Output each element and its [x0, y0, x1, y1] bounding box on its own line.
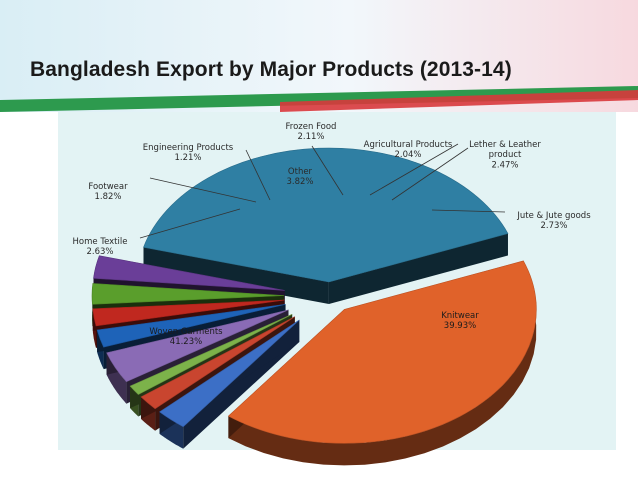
slice-wall — [97, 304, 286, 352]
slice-woven-garments — [227, 260, 537, 444]
leader-line — [391, 147, 469, 201]
pie-slices — [91, 147, 537, 444]
green-band — [0, 86, 638, 112]
slice-depth — [228, 260, 537, 466]
leader-line — [311, 145, 344, 196]
slice-frozen-food — [96, 304, 286, 348]
label-jute-jute-goods: Jute & Jute goods 2.73% — [516, 211, 591, 231]
red-band — [280, 90, 638, 112]
leader-line — [139, 208, 241, 239]
leader-line — [431, 209, 506, 213]
slice-home-textile — [159, 319, 300, 428]
label-woven-garments: Woven Garments 41.23% — [149, 327, 223, 347]
page-title: Bangladesh Export by Major Products (201… — [30, 58, 512, 81]
slice-jute-jute-goods — [93, 255, 285, 291]
label-knitwear: Knitwear 39.93% — [441, 311, 479, 331]
label-engineering-products: Engineering Products 1.21% — [143, 143, 234, 163]
leader-line — [149, 177, 257, 203]
slice-agricultural-products — [92, 299, 285, 327]
label-frozen-food: Frozen Food 2.11% — [286, 122, 337, 142]
label-home-textile: Home Textile 2.63% — [73, 237, 128, 257]
slice-other — [106, 309, 289, 383]
leader-line — [245, 149, 271, 201]
label-agricultural-products: Agricultural Products 2.04% — [364, 140, 453, 160]
pie-labels: Knitwear 39.93% Woven Garments 41.23% Home T… — [73, 122, 592, 347]
slice-knitwear — [143, 147, 509, 283]
leader-line — [369, 143, 459, 196]
slice-lether-leather-product — [91, 283, 285, 305]
label-lether-leather-product: Lether & Leather product 2.47% — [469, 140, 541, 170]
slice-engineering-products — [129, 314, 293, 395]
slice-footwear — [140, 316, 295, 410]
label-other: Other 3.82% — [286, 167, 313, 187]
label-footwear: Footwear 1.82% — [88, 182, 128, 202]
slice-wall — [328, 233, 508, 305]
